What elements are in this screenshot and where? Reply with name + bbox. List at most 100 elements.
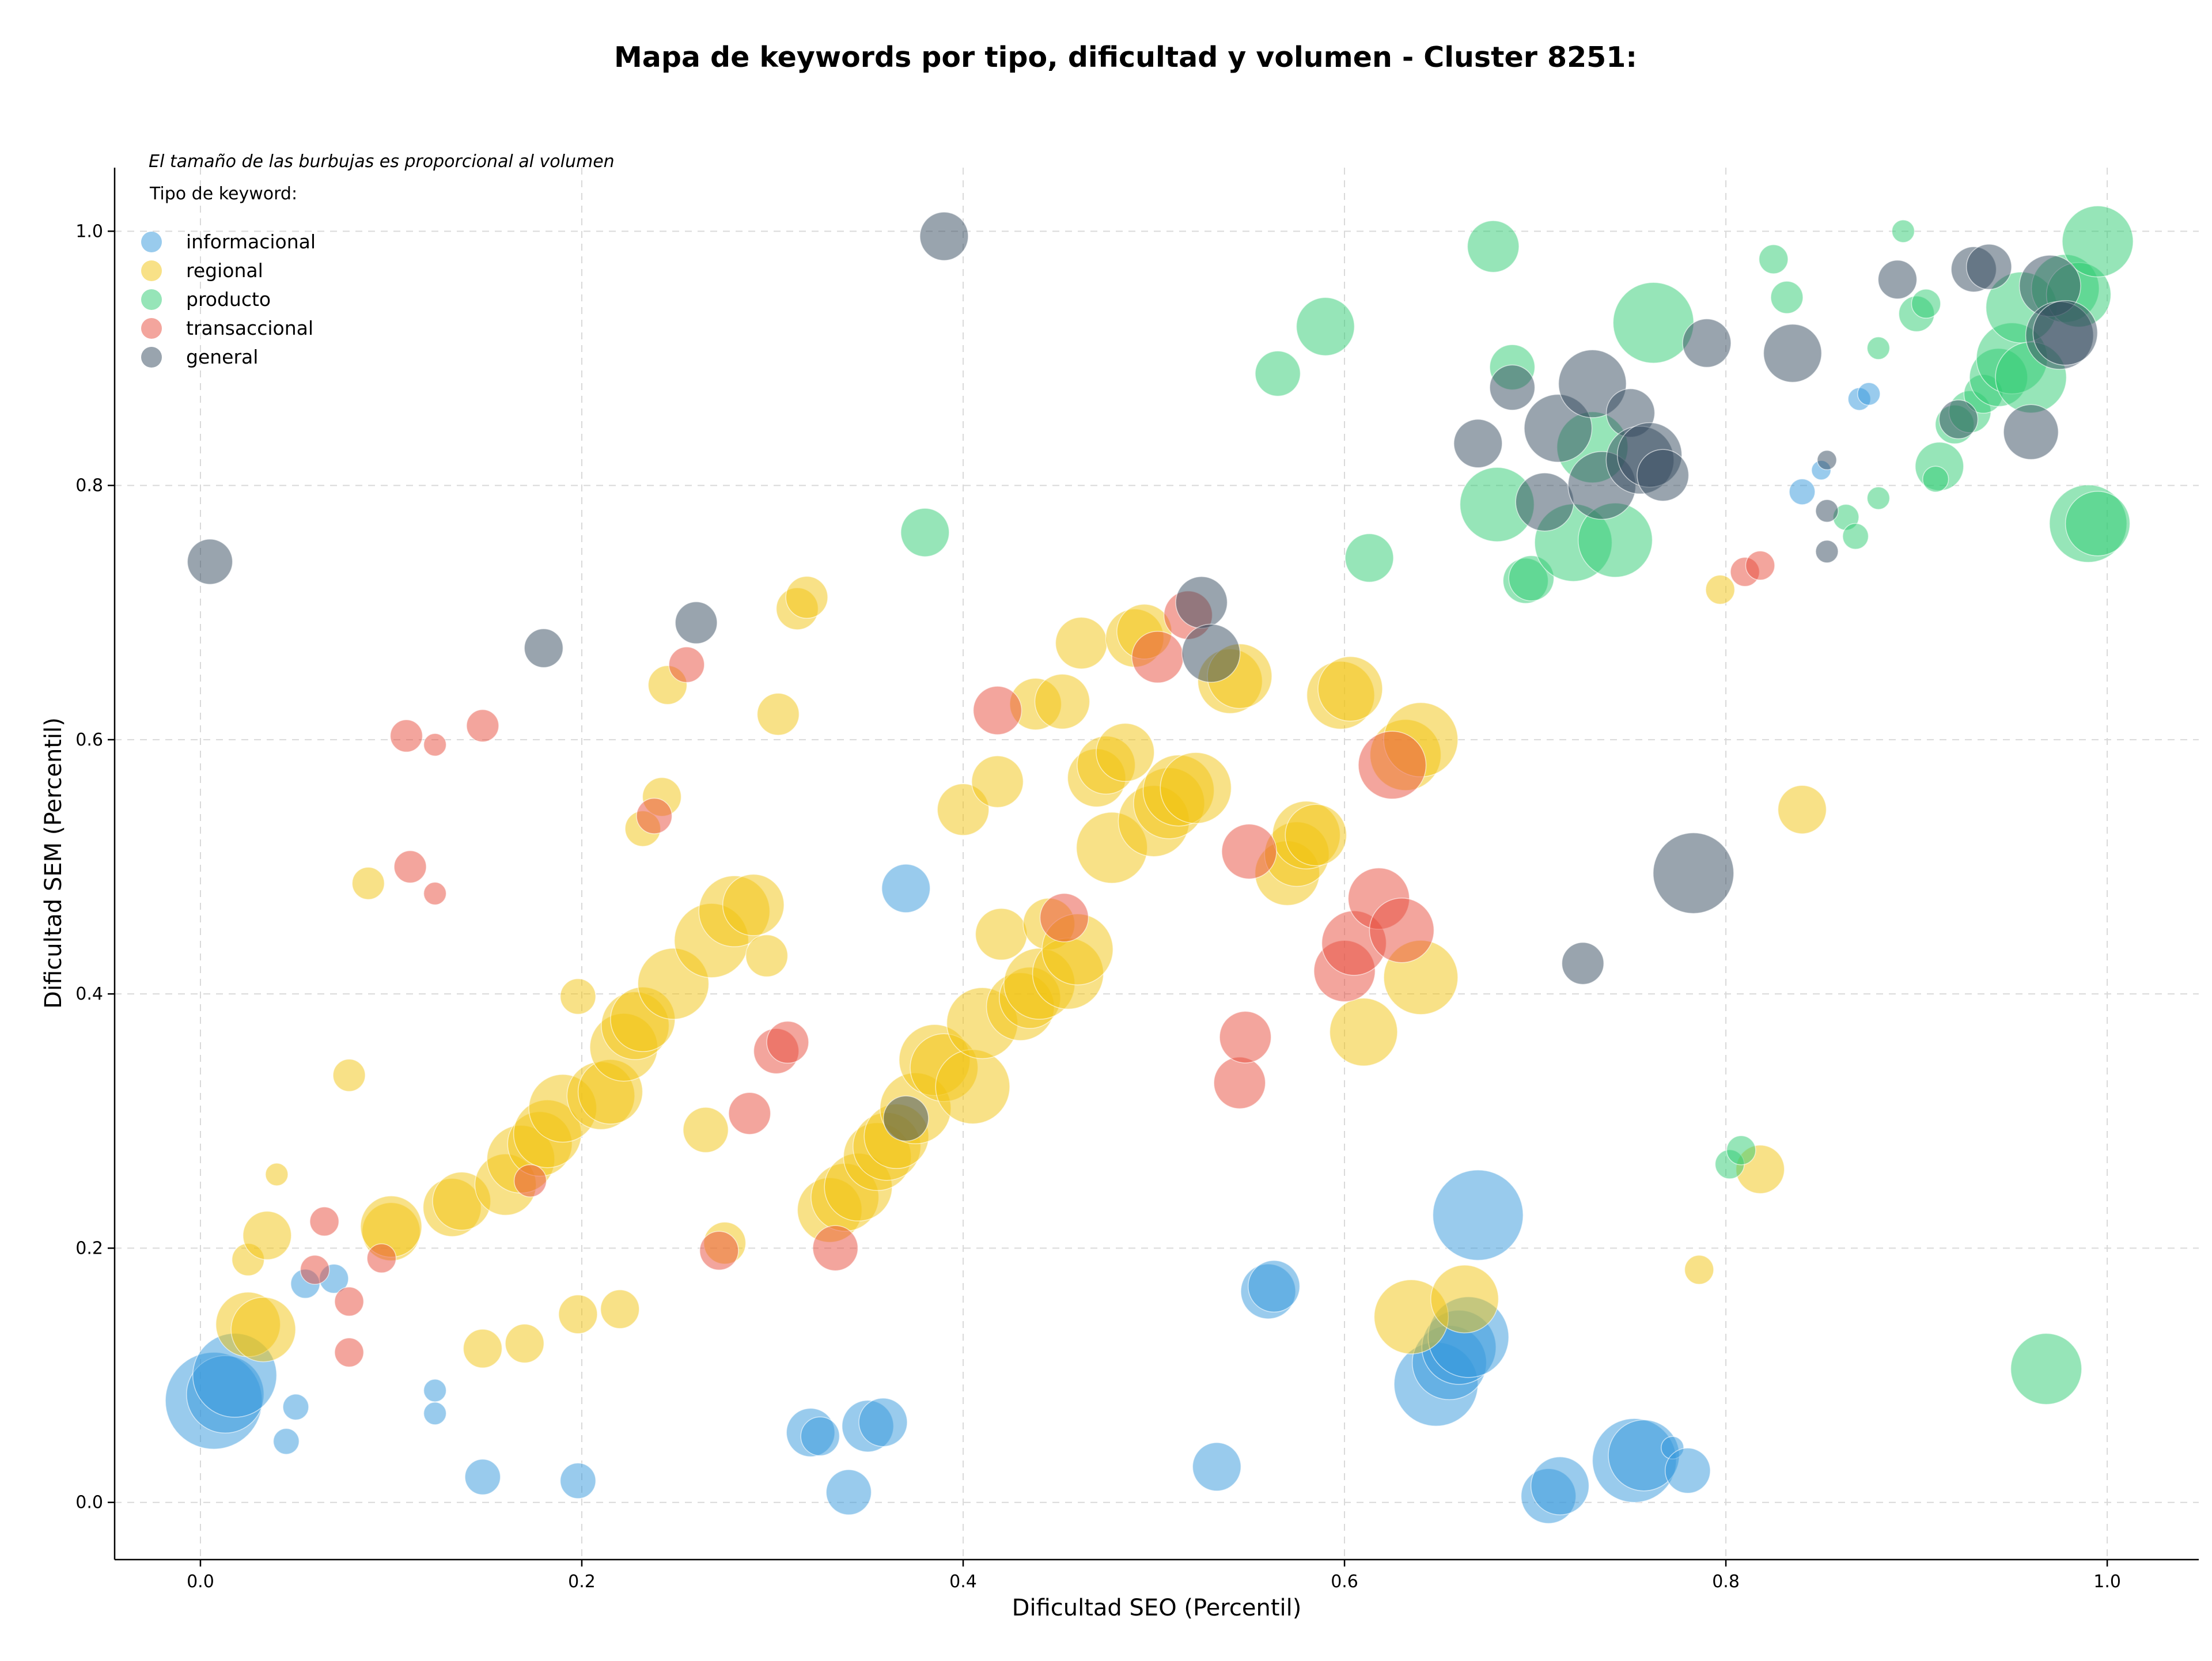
bubble-transaccional [513,1164,547,1198]
bubble-general [1175,576,1228,629]
legend-item-transaccional: transaccional [141,317,313,339]
legend-marker [141,289,162,310]
chart-title: Mapa de keywords por tipo, dificultad y … [614,41,1637,74]
bubble-transaccional [300,1254,330,1285]
bubble-informacional [825,1469,872,1516]
y-tick-label: 0.2 [75,1238,103,1258]
bubble-general [1815,539,1839,563]
bubble-general [1561,942,1604,985]
bubble-general [1877,259,1918,300]
series-producto [900,205,2134,1405]
y-tick-label: 0.6 [75,730,103,750]
legend-marker [141,347,162,368]
bubble-producto [2065,491,2131,557]
bubble-informacional [1432,1169,1524,1261]
legend-label: transaccional [186,317,313,339]
bubble-transaccional [668,646,705,683]
bubble-transaccional [334,1337,365,1368]
bubble-transaccional [766,1020,809,1064]
bubble-producto [1770,281,1804,314]
bubble-general [187,539,233,585]
bubble-general [1637,449,1690,502]
bubble-producto [1922,466,1949,493]
legend-item-regional: regional [141,259,263,282]
x-tick-label: 1.0 [2093,1572,2121,1592]
bubble-regional [505,1323,545,1364]
bubble-general [524,628,564,668]
bubble-informacional [858,1397,908,1447]
bubble-transaccional [1221,823,1277,880]
x-tick-label: 0.2 [568,1572,596,1592]
bubble-general [1938,399,1979,440]
bubble-regional [1317,656,1383,722]
bubble-general [919,211,969,261]
bubble-producto [1758,244,1789,274]
bubble-size-note: El tamaño de las burbujas es proporciona… [149,152,615,172]
bubble-informacional [881,864,931,913]
bubble-producto [2010,1333,2082,1405]
bubble-general [2032,300,2099,366]
bubble-regional [722,873,785,936]
bubble-regional [351,867,385,900]
bubble-transaccional [1039,893,1089,943]
bubble-general [1815,499,1839,523]
bubble-transaccional [423,881,447,906]
bubble-regional [1430,1265,1499,1334]
bubble-informacional [1192,1442,1242,1492]
legend: Tipo de keyword: informacional regional pr… [141,184,316,368]
bubble-general [1965,244,2012,290]
bubble-regional [975,907,1028,961]
bubble-transaccional [309,1206,340,1237]
bubble-regional [756,693,800,736]
bubble-transaccional [466,709,499,743]
y-tick-label: 0.0 [75,1493,103,1513]
bubble-producto [2062,205,2134,278]
legend-item-informacional: informacional [141,230,316,253]
bubble-informacional [464,1459,501,1496]
bubble-general [1489,364,1536,411]
bubble-producto [900,508,950,557]
bubble-informacional [1789,478,1816,505]
bubble-informacional [1857,382,1881,406]
x-tick-label: 0.8 [1712,1572,1740,1592]
bubble-regional [971,755,1024,808]
bubble-general [1453,419,1503,468]
bubble-general [1763,323,1823,383]
x-tick-label: 0.6 [1331,1572,1358,1592]
legend-item-general: general [141,346,258,368]
bubble-transaccional [1358,731,1427,800]
bubble-regional [265,1163,289,1186]
bubble-regional [1055,616,1108,669]
bubble-general [1816,449,1838,471]
bubble-producto [1842,523,1869,550]
legend-title: Tipo de keyword: [149,184,297,204]
bubble-regional [1684,1254,1714,1285]
x-tick-label: 0.0 [187,1572,214,1592]
bubble-regional [935,1049,1010,1125]
bubble-transaccional [972,686,1022,735]
bubble-producto [1508,555,1555,601]
bubble-transaccional [1745,550,1775,581]
legend-label: producto [186,288,271,311]
bubble-regional [1096,722,1155,782]
legend-marker [141,232,162,252]
bubble-transaccional [423,733,447,757]
bubble-producto [1911,289,1941,319]
bubble-regional [463,1329,503,1369]
bubble-informacional [423,1379,447,1402]
bubble-regional [559,978,596,1015]
bubble-producto [1255,350,1301,397]
bubble-transaccional [636,797,673,834]
bubble-transaccional [334,1287,365,1317]
bubble-regional [1034,674,1090,730]
axes [113,168,2199,1561]
bubble-transaccional [389,719,423,753]
bubble-informacional [423,1401,447,1425]
bubble-informacional [800,1416,840,1456]
bubble-producto [1296,297,1355,356]
bubble-regional [1329,997,1398,1066]
bubble-general [675,601,718,645]
bubble-transaccional [699,1231,739,1271]
bubble-regional [230,1296,296,1363]
bubble-producto [1866,336,1891,360]
